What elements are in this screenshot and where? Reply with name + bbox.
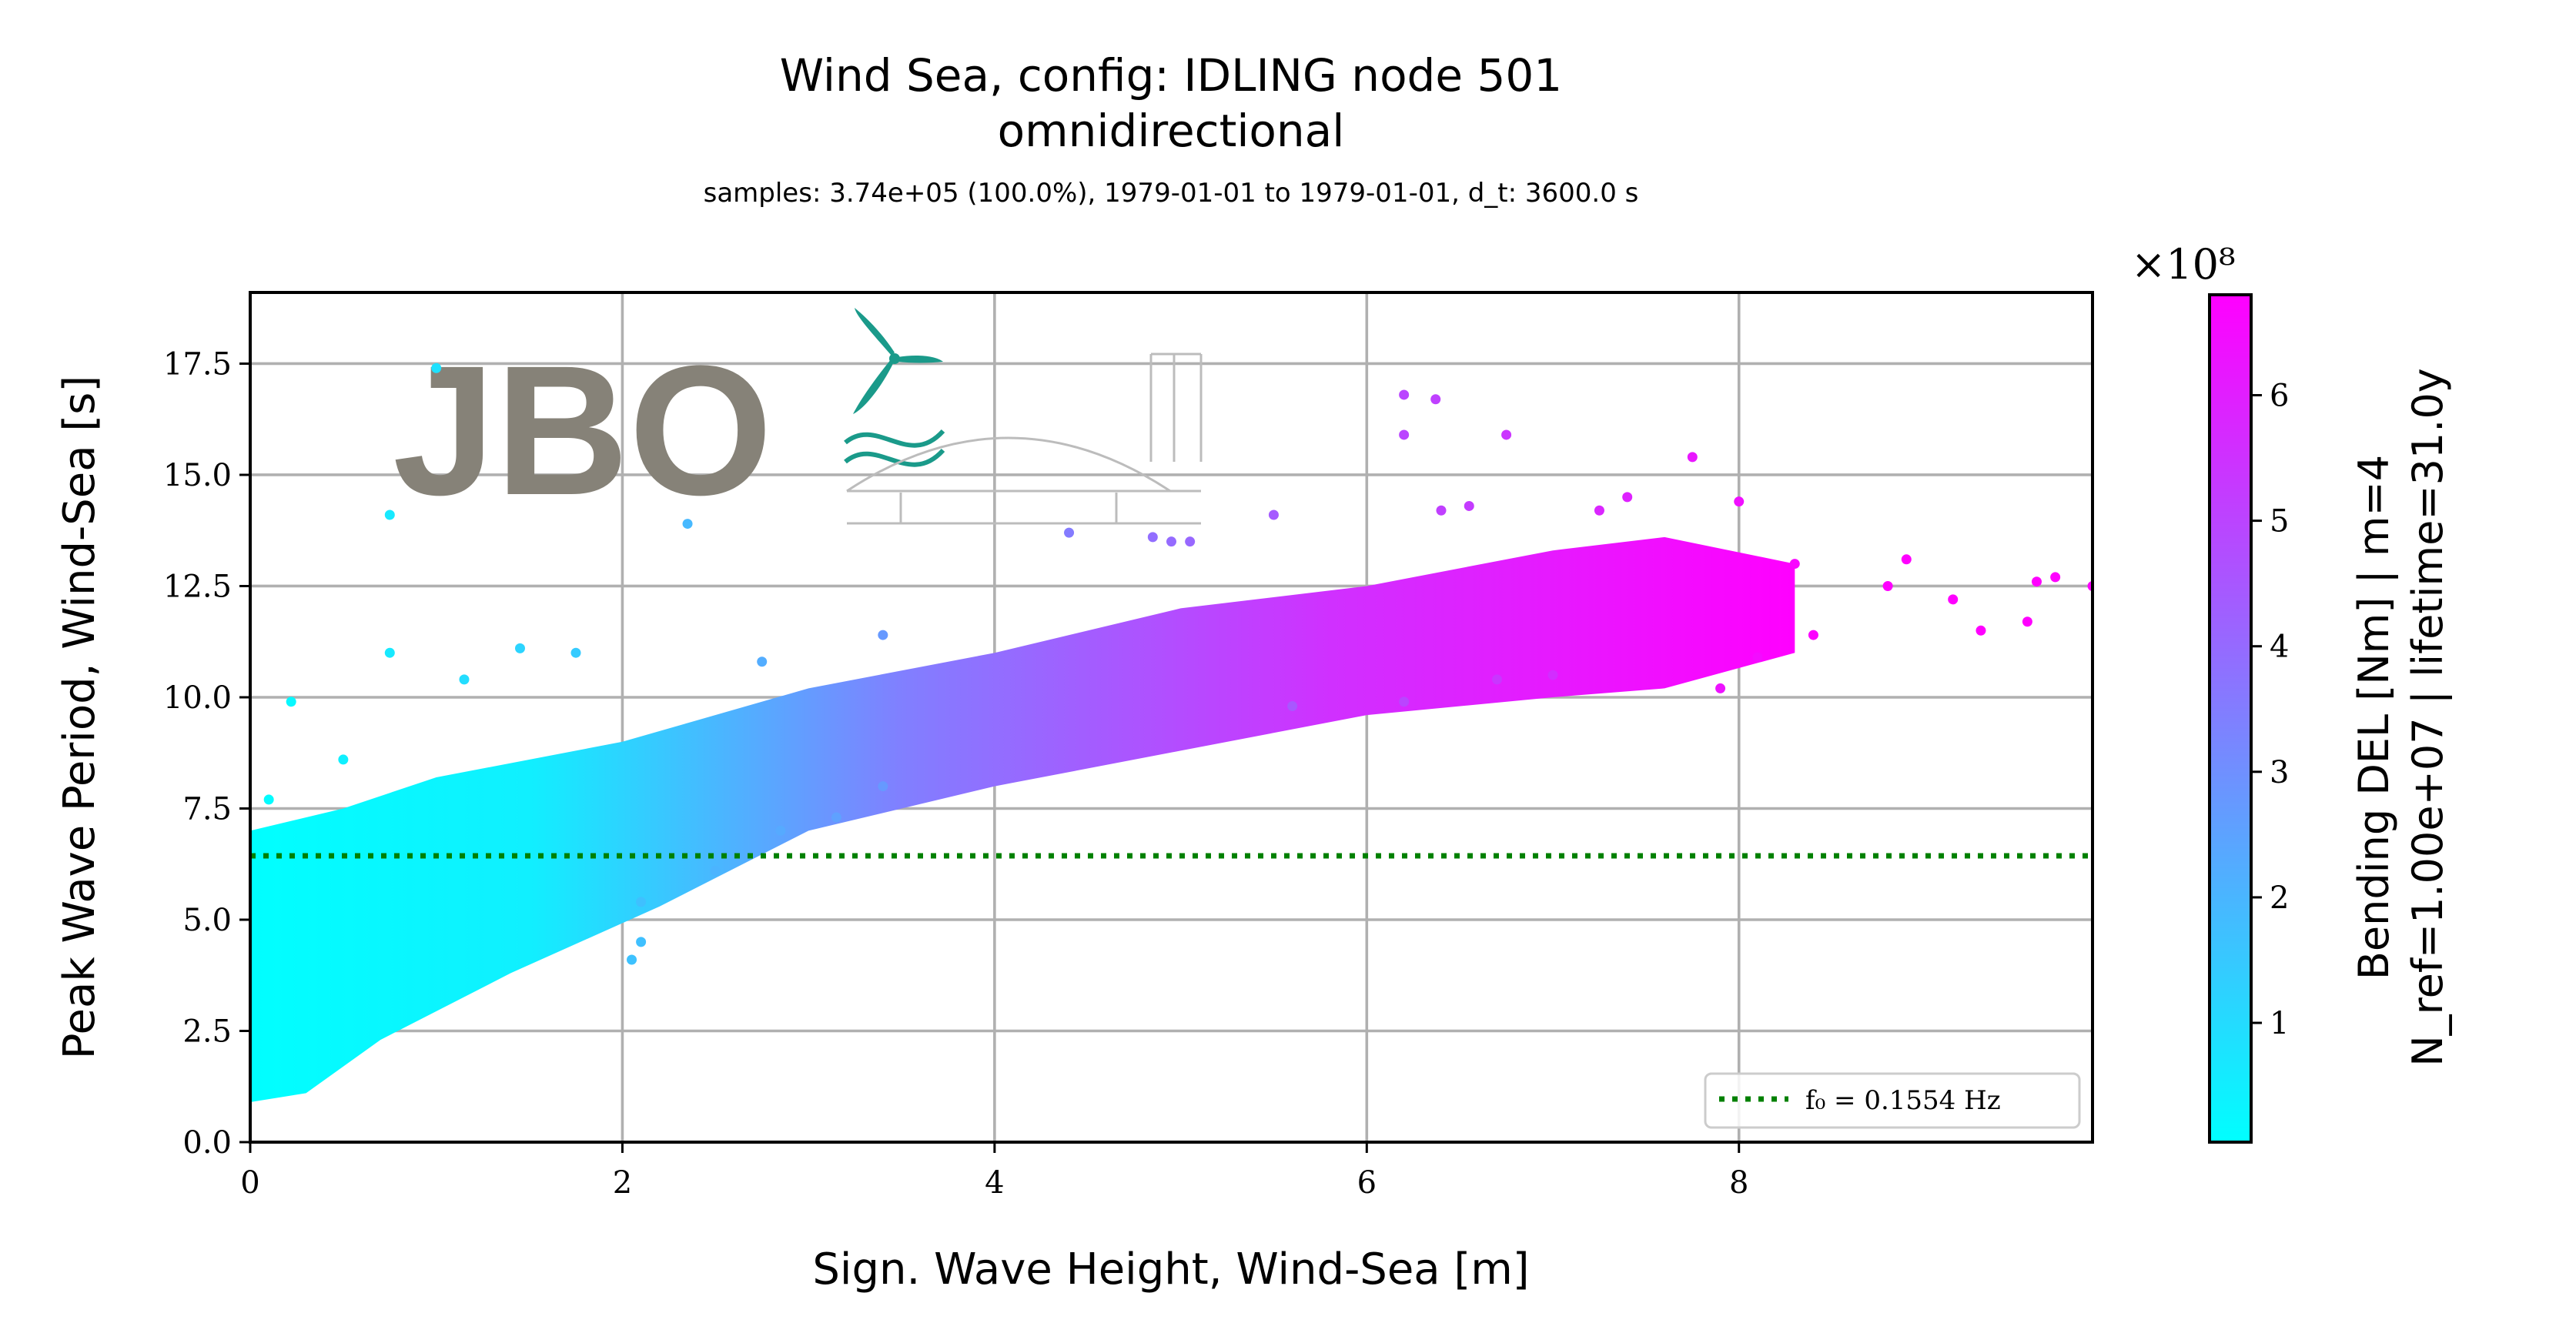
scatter-point-8 [570, 647, 581, 658]
plot-frame [249, 291, 2094, 1144]
scatter-point-39 [1622, 492, 1633, 503]
scatter-point-13 [636, 897, 647, 907]
scatter-point-47 [831, 812, 841, 823]
scatter-point-32 [2050, 572, 2061, 583]
x-axis-label: Sign. Wave Height, Wind-Sea [m] [812, 1244, 1529, 1295]
y-tick-label-1: 2.5 [182, 1014, 232, 1049]
colorbar-tick-label-4: 5 [2270, 504, 2289, 540]
scatter-point-3 [384, 647, 395, 658]
colorbar-tick-label-5: 6 [2270, 378, 2289, 413]
scatter-point-38 [1594, 505, 1604, 516]
scatter-point-1 [286, 697, 296, 707]
colorbar-gradient [2208, 293, 2253, 1144]
scatter-point-21 [1430, 394, 1441, 405]
scatter-point-15 [878, 630, 888, 640]
scatter-point-43 [1547, 670, 1558, 680]
colorbar-label-line1: Bending DEL [Nm] | m=4 [2350, 455, 2398, 980]
chart-info: samples: 3.74e+05 (100.0%), 1979-01-01 t… [704, 178, 1639, 209]
y-tick-label-4: 10.0 [163, 680, 232, 716]
colorbar-tick-label-2: 3 [2270, 755, 2289, 790]
scatter-point-10 [757, 656, 768, 667]
x-tick-label-4: 8 [1729, 1165, 1748, 1201]
colorbar: 1 2 3 4 5 6 ×10⁸ Bending DEL [Nm] | m=4 N_ref… [2131, 240, 2452, 1144]
waves-icon [844, 429, 945, 467]
x-tick-label-3: 6 [1357, 1165, 1377, 1201]
scatter-point-20 [1399, 389, 1410, 400]
scatter-point-40 [1715, 683, 1726, 693]
scatter-point-49 [878, 781, 888, 792]
scatter-point-14 [710, 865, 721, 876]
scatter-point-22 [1399, 429, 1410, 440]
scatter-point-25 [1734, 496, 1745, 507]
colorbar-tick-label-3: 4 [2270, 630, 2289, 665]
scatter-point-30 [1975, 625, 1986, 636]
colorbar-label-line2: N_ref=1.00e+07 | lifetime=31.0y [2404, 368, 2452, 1067]
scatter-point-6 [459, 674, 470, 685]
scatter-point-19 [1185, 536, 1196, 547]
scatter-point-9 [682, 519, 693, 530]
scatter-point-42 [1808, 630, 1818, 640]
scatter-point-4 [384, 509, 395, 520]
y-tick-label-2: 5.0 [182, 903, 232, 938]
y-tick-label-7: 17.5 [163, 346, 232, 382]
scatter-point-28 [1901, 554, 1912, 565]
scatter-point-5 [431, 362, 442, 373]
scatter-cloud [250, 536, 1795, 1102]
scatter-point-31 [2031, 576, 2042, 587]
chart-title: Wind Sea, config: IDLING node 501 [780, 49, 1562, 102]
scatter-point-11 [636, 937, 647, 947]
scatter-point-46 [1492, 674, 1503, 685]
legend-box [1704, 1072, 2081, 1129]
chart-subtitle: omnidirectional [998, 105, 1345, 157]
scatter-point-24 [1687, 452, 1698, 463]
legend-label: f₀ = 0.1554 Hz [1805, 1085, 2001, 1116]
x-tick-label-0: 0 [240, 1165, 259, 1201]
scatter-point-37 [1464, 500, 1474, 511]
scatter-points [263, 362, 2093, 965]
y-tick-label-5: 12.5 [163, 569, 232, 604]
scatter-point-23 [1501, 429, 1512, 440]
x-tick-label-2: 4 [985, 1165, 1004, 1201]
scatter-point-48 [775, 825, 786, 836]
colorbar-tick-label-1: 2 [2270, 880, 2289, 916]
scatter-point-36 [1436, 505, 1447, 516]
scatter-density-region [250, 536, 1795, 1102]
scatter-point-0 [263, 794, 274, 805]
scatter-point-44 [1287, 701, 1298, 712]
scatter-point-27 [1882, 580, 1893, 591]
scatter-point-16 [1064, 527, 1075, 538]
scatter-point-18 [1166, 536, 1176, 547]
scatter-point-33 [2022, 616, 2032, 627]
jbo-logo-wordmark: JBO [393, 327, 772, 533]
scatter-point-2 [338, 754, 349, 765]
scatter-point-26 [1789, 559, 1800, 570]
y-axis-label: Peak Wave Period, Wind-Sea [s] [55, 376, 105, 1059]
legend: f₀ = 0.1554 Hz [1704, 1072, 2081, 1129]
scatter-point-12 [627, 954, 637, 965]
scatter-point-45 [1399, 697, 1410, 707]
x-tick-label-1: 2 [613, 1165, 632, 1201]
y-tick-label-3: 7.5 [182, 791, 232, 827]
y-tick-label-6: 15.0 [163, 458, 232, 493]
scatter-point-35 [1268, 509, 1279, 520]
colorbar-multiplier: ×10⁸ [2131, 240, 2236, 289]
wind-turbine-icon [853, 308, 943, 414]
scatter-point-17 [1147, 532, 1158, 543]
bridge-icon [846, 352, 1203, 525]
scatter-point-41 [1752, 652, 1763, 663]
y-axis-ticks: 0.0 2.5 5.0 7.5 10.0 12.5 15.0 17.5 [163, 346, 250, 1161]
scatter-point-7 [514, 643, 525, 653]
jbo-logo: JBO [393, 308, 1203, 533]
scatter-point-29 [1948, 594, 1959, 605]
x-axis-ticks: 0 2 4 6 8 [240, 1142, 1748, 1201]
colorbar-ticks: 1 2 3 4 5 6 [2251, 378, 2289, 1041]
y-tick-label-0: 0.0 [182, 1125, 232, 1161]
colorbar-tick-label-0: 1 [2270, 1006, 2289, 1041]
